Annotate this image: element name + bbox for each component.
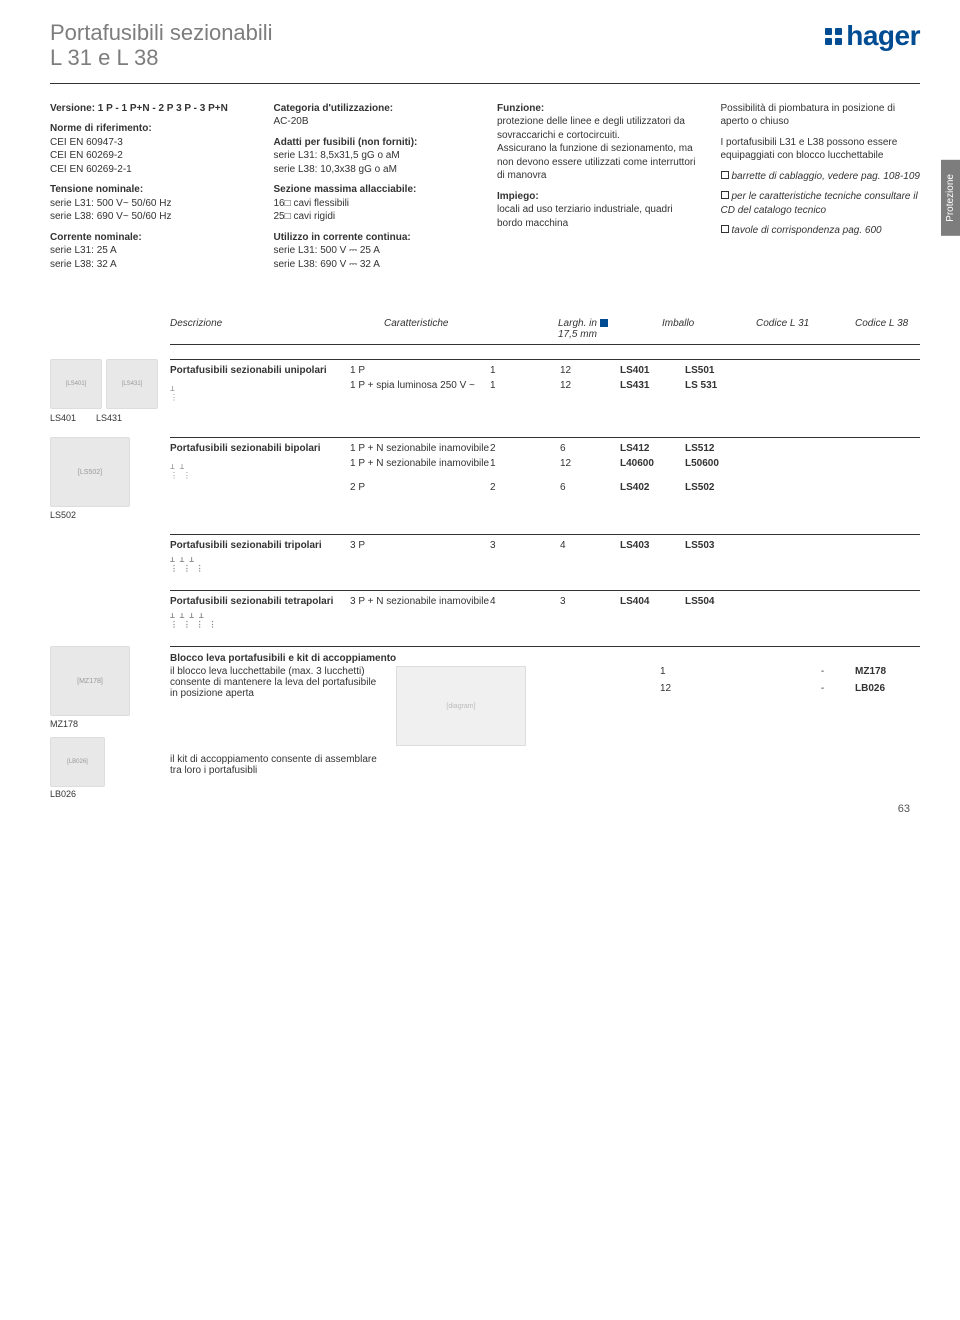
page-header: Portafusibili sezionabili L 31 e L 38 ha… [50, 20, 920, 84]
accessory-diagram: [diagram] [396, 666, 526, 746]
schematic-icon: ⊥⋮ [170, 384, 350, 402]
section-blocco: [MZ178] MZ178 [LB026] LB026 Blocco leva … [170, 646, 920, 799]
logo-text: hager [846, 20, 920, 52]
spec-col-3: Funzione:protezione delle linee e degli … [497, 102, 697, 279]
section-tripolari: Portafusibili sezionabili tripolari ⊥ ⊥ … [170, 534, 920, 576]
schematic-icon: ⊥ ⊥⋮ ⋮ [170, 462, 350, 480]
width-square-icon [600, 319, 608, 327]
accessory-row: 1 - MZ178 [660, 666, 920, 677]
product-thumb: [LS431] [106, 359, 158, 409]
section-tetrapolari: Portafusibili sezionabili tetrapolari ⊥ … [170, 590, 920, 632]
spec-col-1: Versione: 1 P - 1 P+N - 2 P 3 P - 3 P+N … [50, 102, 250, 279]
section-unipolari: [LS401] [LS431] LS401 LS431 Portafusibil… [170, 359, 920, 423]
table-header: Descrizione Caratteristiche Largh. in 17… [170, 318, 920, 345]
product-thumb: [LS401] [50, 359, 102, 409]
page-number: 63 [898, 803, 910, 815]
hager-logo: hager [825, 20, 920, 52]
spec-columns: Versione: 1 P - 1 P+N - 2 P 3 P - 3 P+N … [50, 102, 920, 279]
schematic-icon: ⊥ ⊥ ⊥ ⊥⋮ ⋮ ⋮ ⋮ [170, 611, 350, 629]
side-tab: Protezione [941, 160, 960, 236]
spec-col-2: Categoria d'utilizzazione:AC-20B Adatti … [274, 102, 474, 279]
product-thumb: [LS502] [50, 437, 130, 507]
spec-col-4: Possibilità di piombatura in posizione d… [721, 102, 921, 279]
page-title: Portafusibili sezionabili L 31 e L 38 [50, 20, 273, 71]
product-thumb: [MZ178] [50, 646, 130, 716]
product-table: Descrizione Caratteristiche Largh. in 17… [170, 318, 920, 799]
section-bipolari: [LS502] LS502 Portafusibili sezionabili … [170, 437, 920, 520]
accessory-row: 12 - LB026 [660, 683, 920, 694]
logo-dots-icon [825, 28, 842, 45]
product-thumb: [LB026] [50, 737, 105, 787]
schematic-icon: ⊥ ⊥ ⊥⋮ ⋮ ⋮ [170, 555, 350, 573]
